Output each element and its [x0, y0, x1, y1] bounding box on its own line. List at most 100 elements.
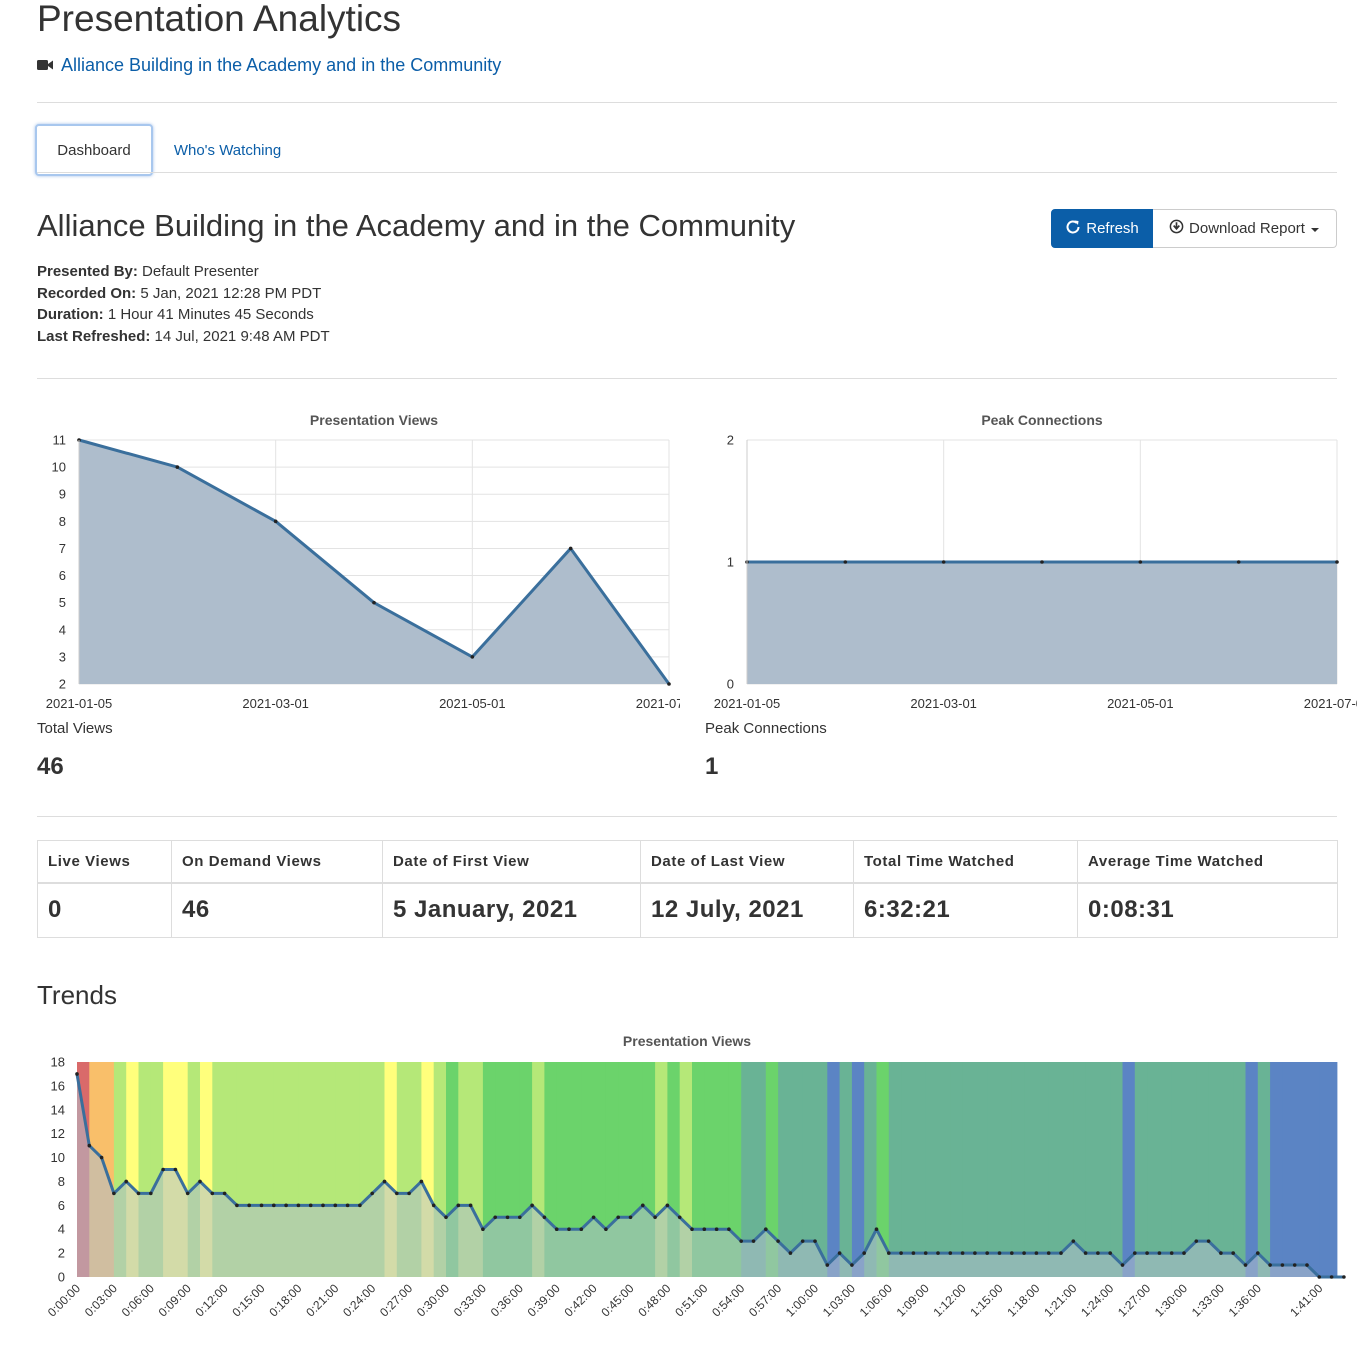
data-point: [321, 1203, 325, 1208]
data-point: [87, 1143, 92, 1148]
area-fill: [747, 562, 1337, 684]
y-tick-label: 4: [59, 622, 66, 637]
recorded-on-value: 5 Jan, 2021 12:28 PM PDT: [140, 284, 322, 302]
heat-band: [1122, 1062, 1136, 1277]
data-point: [874, 1227, 879, 1232]
data-point: [1083, 1251, 1088, 1255]
y-tick-label: 9: [59, 487, 66, 502]
data-point: [1034, 1251, 1039, 1255]
stats-header: Live Views: [37, 840, 172, 884]
data-point: [1256, 1251, 1260, 1255]
data-point: [1010, 1251, 1014, 1255]
data-point: [567, 1227, 571, 1232]
data-point: [161, 1167, 165, 1172]
average-time-value: 0:08:31: [1077, 882, 1338, 938]
data-point: [308, 1203, 313, 1208]
x-tick-label: 0:30:00: [414, 1281, 452, 1319]
data-point: [149, 1191, 153, 1196]
trends-title: Trends: [37, 980, 117, 1010]
heat-band: [1048, 1062, 1062, 1277]
data-point: [702, 1227, 707, 1232]
download-circle-icon: [1169, 219, 1184, 238]
data-point: [690, 1227, 694, 1232]
data-point: [1206, 1239, 1211, 1243]
data-point: [382, 1179, 387, 1184]
x-tick-label: 0:33:00: [451, 1281, 489, 1319]
heat-band: [1220, 1062, 1234, 1277]
y-tick-label: 5: [59, 595, 66, 610]
data-point: [1182, 1251, 1186, 1255]
data-point: [911, 1251, 916, 1255]
last-refreshed-value: 14 Jul, 2021 9:48 AM PDT: [154, 327, 330, 345]
x-tick-label: 1:00:00: [783, 1281, 821, 1319]
data-point: [1059, 1251, 1063, 1255]
first-view-value: 5 January, 2021: [382, 882, 641, 938]
chart-title: Presentation Views: [623, 1033, 751, 1049]
presentation-meta: Presented By: Default Presenter Recorded…: [37, 261, 330, 347]
heat-band: [569, 1062, 582, 1277]
trends-chart: Presentation Views 0 2 4 6 8 10 12 14 16 18 0:00:00…: [45, 1033, 1346, 1319]
y-tick-label: 8: [59, 514, 66, 529]
y-tick-label: 7: [59, 541, 66, 556]
data-point: [843, 560, 848, 564]
y-tick-label: 18: [51, 1055, 65, 1070]
heat-band: [778, 1062, 791, 1277]
x-tick-label: 1:41:00: [1287, 1281, 1325, 1319]
data-point: [1280, 1263, 1285, 1267]
heat-band: [1307, 1062, 1320, 1277]
x-tick-label: 0:48:00: [635, 1281, 673, 1319]
heat-band: [864, 1062, 877, 1277]
data-point: [1219, 1251, 1223, 1255]
x-tick-label: 0:57:00: [746, 1281, 784, 1319]
data-point: [1040, 560, 1044, 564]
y-tick-label: 10: [52, 460, 66, 475]
data-point: [75, 1072, 79, 1076]
data-point: [616, 1215, 620, 1220]
stats-header: Date of First View: [382, 840, 641, 884]
y-tick-label: 16: [51, 1078, 65, 1093]
x-tick-label: 0:51:00: [672, 1281, 710, 1319]
action-buttons: Refresh Download Report: [1051, 209, 1337, 248]
data-point: [936, 1251, 940, 1255]
data-point: [175, 465, 180, 469]
data-point: [973, 1251, 977, 1255]
heat-band: [925, 1062, 939, 1277]
refresh-button[interactable]: Refresh: [1051, 209, 1153, 248]
data-point: [825, 1263, 830, 1267]
heat-band: [901, 1062, 914, 1277]
heat-band: [1011, 1062, 1025, 1277]
stats-header: Date of Last View: [640, 840, 854, 884]
download-report-button[interactable]: Download Report: [1153, 209, 1337, 248]
x-tick-label: 0:27:00: [377, 1281, 415, 1319]
on-demand-views-value: 46: [171, 882, 383, 938]
y-tick-label: 2: [727, 433, 734, 448]
x-tick-label: 2021-03-01: [242, 696, 309, 711]
last-refreshed-label: Last Refreshed:: [37, 327, 151, 345]
data-point: [345, 1203, 350, 1208]
data-point: [751, 1239, 756, 1243]
y-tick-label: 14: [51, 1102, 65, 1117]
data-point: [1096, 1251, 1100, 1255]
presentation-link[interactable]: Alliance Building in the Academy and in …: [37, 55, 501, 76]
data-point: [124, 1179, 128, 1184]
data-point: [899, 1251, 903, 1255]
x-tick-label: 0:00:00: [45, 1281, 83, 1319]
data-point: [259, 1203, 264, 1208]
tab-whos-watching[interactable]: Who's Watching: [173, 141, 282, 159]
video-camera-icon: [37, 55, 53, 76]
data-point: [923, 1251, 928, 1255]
data-point: [1236, 560, 1241, 564]
data-point: [665, 1203, 670, 1208]
heat-band: [692, 1062, 705, 1277]
data-point: [272, 1203, 276, 1208]
data-point: [667, 682, 671, 686]
tab-dashboard[interactable]: Dashboard: [35, 124, 153, 176]
data-point: [727, 1227, 731, 1232]
data-point: [1120, 1263, 1125, 1267]
data-point: [1342, 1275, 1346, 1279]
y-tick-label: 2: [58, 1246, 65, 1261]
stats-header: On Demand Views: [171, 840, 383, 884]
y-tick-label: 2: [59, 677, 66, 692]
data-point: [530, 1203, 534, 1208]
data-point: [1317, 1275, 1322, 1279]
